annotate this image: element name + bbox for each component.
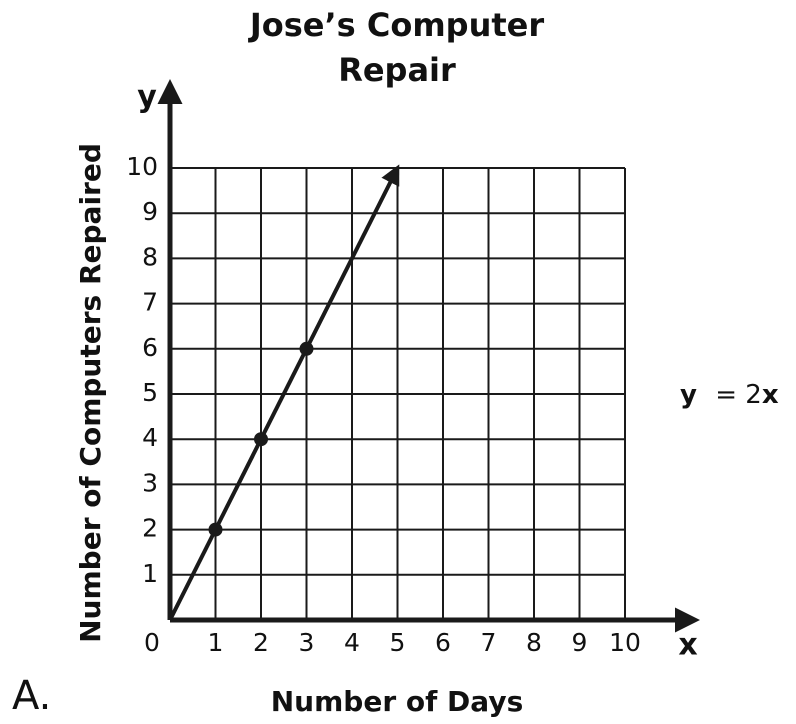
x-tick-label: 5 bbox=[390, 628, 406, 657]
equation-part: x bbox=[762, 380, 779, 410]
x-tick-label: 10 bbox=[609, 628, 641, 657]
y-tick-label: 10 bbox=[126, 152, 158, 181]
equation-part: y bbox=[680, 380, 697, 410]
x-tick-label: 3 bbox=[299, 628, 315, 657]
chart-title: Repair bbox=[338, 51, 456, 89]
y-tick-label: 7 bbox=[142, 288, 158, 317]
x-tick-label: 0 bbox=[144, 628, 160, 657]
point bbox=[208, 522, 223, 537]
x-tick-label: 6 bbox=[435, 628, 451, 657]
x-axis-title: Number of Days bbox=[271, 685, 524, 718]
y-tick-label: 6 bbox=[142, 333, 158, 362]
y-tick-label: 3 bbox=[142, 468, 158, 497]
y-axis-title: Number of Computers Repaired bbox=[74, 143, 107, 643]
point bbox=[299, 341, 314, 356]
y-tick-label: 1 bbox=[142, 559, 158, 588]
x-tick-label: 7 bbox=[481, 628, 497, 657]
x-tick-label: 2 bbox=[253, 628, 269, 657]
x-tick-label: 9 bbox=[572, 628, 588, 657]
y-axis-letter: y bbox=[137, 80, 157, 115]
x-axis-letter: x bbox=[678, 628, 697, 663]
y-tick-label: 4 bbox=[142, 423, 158, 452]
x-tick-label: 1 bbox=[208, 628, 224, 657]
equation-part: = 2 bbox=[715, 380, 762, 410]
y-tick-label: 8 bbox=[142, 242, 158, 271]
line bbox=[168, 164, 400, 621]
y-tick-label: 5 bbox=[142, 378, 158, 407]
x-tick-label: 4 bbox=[344, 628, 360, 657]
choice-label: A. bbox=[12, 673, 51, 719]
y-tick-label: 2 bbox=[142, 514, 158, 543]
equation: y = 2x bbox=[680, 380, 779, 410]
chart-title: Jose’s Computer bbox=[248, 6, 544, 44]
y-tick-label: 9 bbox=[142, 197, 158, 226]
point bbox=[254, 432, 268, 447]
x-tick-label: 8 bbox=[526, 628, 542, 657]
